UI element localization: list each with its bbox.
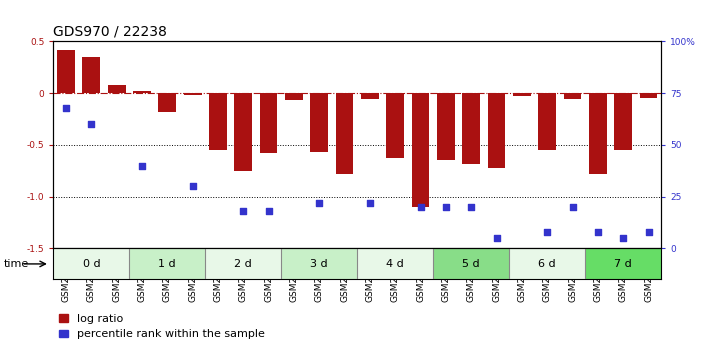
- Bar: [386, 93, 404, 158]
- FancyBboxPatch shape: [282, 248, 357, 279]
- Bar: [437, 93, 455, 160]
- Legend: log ratio, percentile rank within the sample: log ratio, percentile rank within the sa…: [59, 314, 264, 339]
- Bar: [336, 93, 353, 174]
- Text: 1 d: 1 d: [159, 259, 176, 269]
- FancyBboxPatch shape: [129, 248, 205, 279]
- Bar: [361, 93, 379, 99]
- Point: [263, 208, 274, 214]
- Bar: [564, 93, 582, 99]
- Bar: [589, 93, 606, 174]
- FancyBboxPatch shape: [357, 248, 433, 279]
- Bar: [513, 93, 531, 96]
- Point: [314, 200, 325, 206]
- Bar: [640, 93, 658, 98]
- Point: [542, 229, 553, 235]
- Bar: [412, 93, 429, 207]
- Point: [491, 235, 502, 241]
- Point: [364, 200, 375, 206]
- FancyBboxPatch shape: [53, 248, 129, 279]
- FancyBboxPatch shape: [205, 248, 282, 279]
- Text: 0 d: 0 d: [82, 259, 100, 269]
- Point: [237, 208, 249, 214]
- Bar: [285, 93, 303, 100]
- Point: [592, 229, 604, 235]
- Point: [85, 121, 97, 127]
- Point: [440, 204, 451, 210]
- Point: [567, 204, 578, 210]
- Bar: [538, 93, 556, 150]
- Text: 4 d: 4 d: [386, 259, 404, 269]
- Bar: [159, 93, 176, 112]
- Point: [643, 229, 654, 235]
- Bar: [209, 93, 227, 150]
- Point: [60, 105, 72, 110]
- FancyBboxPatch shape: [509, 248, 585, 279]
- Bar: [488, 93, 506, 168]
- FancyBboxPatch shape: [433, 248, 509, 279]
- Point: [618, 235, 629, 241]
- Bar: [614, 93, 632, 150]
- Point: [187, 184, 198, 189]
- Bar: [183, 93, 201, 95]
- Text: 3 d: 3 d: [311, 259, 328, 269]
- Point: [415, 204, 427, 210]
- Text: 2 d: 2 d: [235, 259, 252, 269]
- Bar: [82, 57, 100, 93]
- Text: time: time: [4, 259, 29, 269]
- Bar: [311, 93, 328, 152]
- Text: GDS970 / 22238: GDS970 / 22238: [53, 25, 167, 39]
- Text: 7 d: 7 d: [614, 259, 632, 269]
- Bar: [260, 93, 277, 153]
- Text: 6 d: 6 d: [538, 259, 556, 269]
- Bar: [235, 93, 252, 171]
- FancyBboxPatch shape: [585, 248, 661, 279]
- Point: [466, 204, 477, 210]
- Bar: [57, 50, 75, 93]
- Bar: [108, 85, 126, 93]
- Bar: [133, 91, 151, 93]
- Bar: [462, 93, 480, 164]
- Point: [137, 163, 148, 168]
- Text: 5 d: 5 d: [462, 259, 480, 269]
